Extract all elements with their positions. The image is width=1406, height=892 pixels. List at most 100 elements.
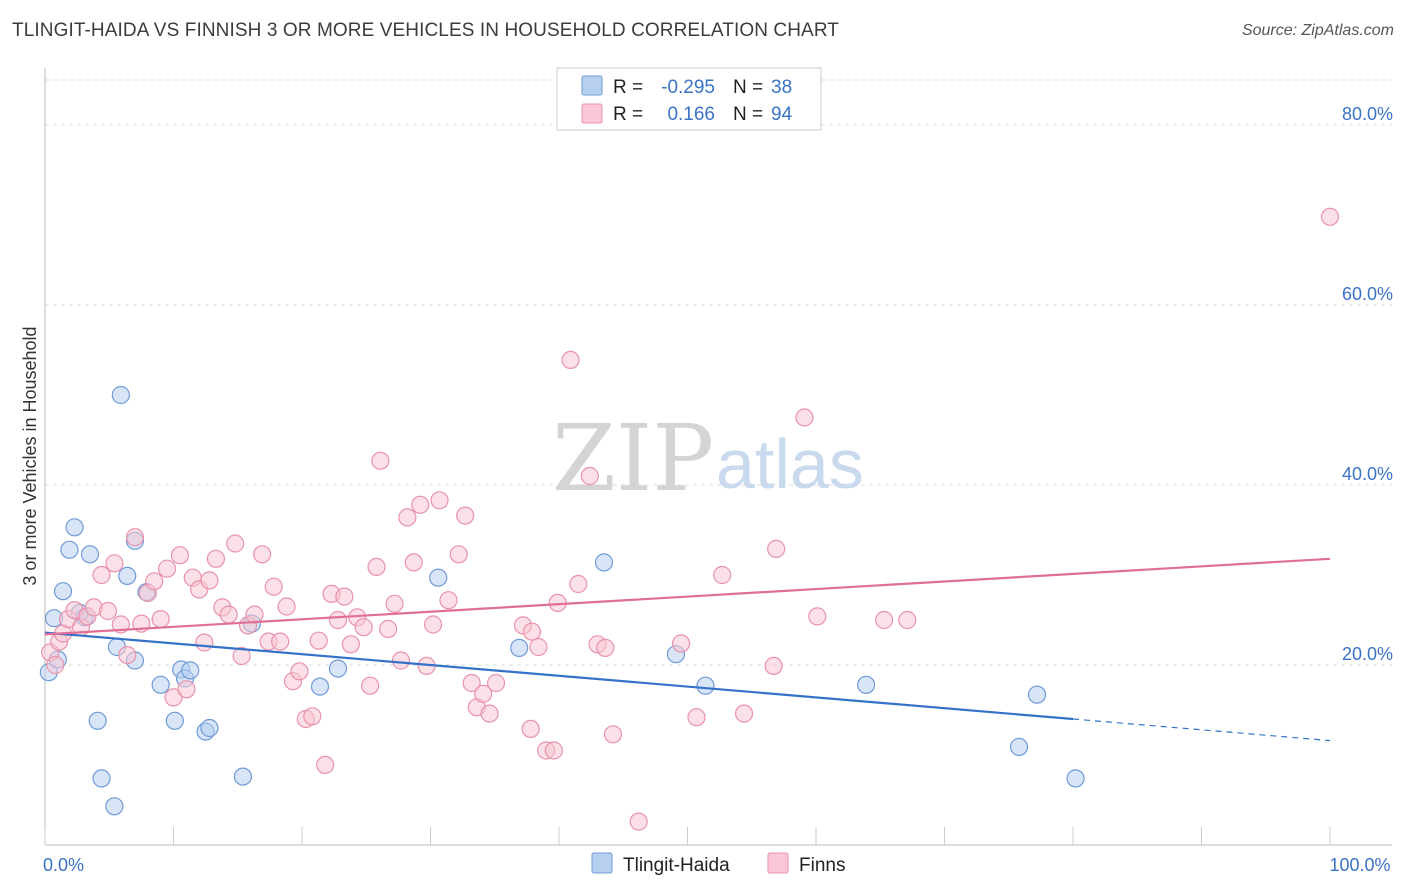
trend-line-blue [44,631,1074,721]
data-point [529,637,548,657]
y-tick-label: 80.0% [1342,104,1393,124]
data-point [764,656,783,676]
data-point [429,568,448,587]
watermark: ZIP atlas [552,405,864,512]
data-point [696,676,715,695]
data-point [206,549,226,568]
data-point [151,675,170,694]
legend-swatch-tlingit-haida [591,852,613,874]
data-point [561,350,580,369]
data-point [391,651,411,670]
data-point [857,675,876,694]
data-point [80,545,100,564]
data-point [145,572,164,591]
data-point [423,615,443,634]
legend-r-value-tlingit-haida: -0.295 [661,77,715,98]
data-point [46,655,65,675]
data-point [118,645,137,665]
data-point [245,605,264,624]
y-tick-label: 20.0% [1342,644,1393,664]
data-point [88,711,107,730]
data-point [580,466,599,486]
data-point [1066,769,1085,788]
data-point [195,633,214,652]
legend-label-tlingit-haida: Tlingit-Haida [623,855,730,876]
data-point [439,591,458,610]
data-point [767,539,786,559]
data-point [65,518,84,537]
data-point [378,619,398,639]
data-point [157,559,177,578]
data-point [898,610,917,630]
legend-r-label: R = [613,77,643,98]
data-point [164,688,183,707]
data-point [290,662,309,681]
data-point [170,546,190,565]
legend-r-label: R = [613,104,643,125]
data-point [105,797,124,816]
data-point [361,676,380,695]
data-point [1027,685,1047,704]
data-point [544,741,563,760]
data-point [456,506,475,525]
legend-swatch-finns [767,852,789,874]
data-point [596,638,615,658]
data-point [328,610,348,630]
data-point [430,491,449,510]
legend-n-value-tlingit-haida: 38 [771,77,792,98]
data-point [875,610,894,630]
data-point [367,557,386,577]
legend-label-finns: Finns [799,855,845,876]
data-point [303,707,322,726]
data-point [233,767,252,786]
data-point [522,622,542,641]
data-point [92,565,111,585]
data-point [398,508,417,527]
data-point [449,545,468,564]
data-point [310,677,330,696]
data-point [734,704,754,723]
legend-n-value-finns: 94 [771,104,793,125]
data-point [569,574,588,594]
data-point [328,659,348,678]
data-point [594,553,614,572]
data-point [277,597,296,616]
data-point [226,534,245,553]
data-points [39,207,1340,831]
bottom-legend: Tlingit-Haida Finns [591,852,845,876]
data-point [200,571,219,590]
data-point [687,708,706,727]
data-point [486,673,506,693]
y-axis-label: 3 or more Vehicles in Household [20,326,40,585]
data-point [105,554,124,573]
legend-swatch-tlingit-haida [581,75,603,96]
data-point [60,540,79,559]
data-point [521,719,540,739]
data-point [151,609,170,629]
trend-lines [44,557,1331,742]
data-point [232,646,251,666]
data-point [316,755,335,775]
series-finns [41,207,1340,831]
source-credit: Source: ZipAtlas.com [1241,22,1394,39]
data-point [713,565,732,585]
page-title: TLINGIT-HAIDA VS FINNISH 3 OR MORE VEHIC… [12,20,839,41]
data-point [371,451,390,470]
legend-swatch-finns [581,103,603,124]
y-tick-label: 60.0% [1342,284,1393,304]
watermark-zip: ZIP [552,405,714,512]
data-point [411,495,430,514]
data-point [480,704,499,723]
legend-r-value-finns: 0.166 [667,104,715,125]
data-point [510,638,529,658]
data-point [603,725,623,744]
data-point [181,661,200,680]
data-point [335,587,354,606]
watermark-atlas: atlas [716,425,864,503]
data-point [1009,737,1029,757]
data-point [264,577,283,596]
data-point [309,631,328,650]
data-point [125,528,145,547]
trend-line-pink [44,557,1331,636]
